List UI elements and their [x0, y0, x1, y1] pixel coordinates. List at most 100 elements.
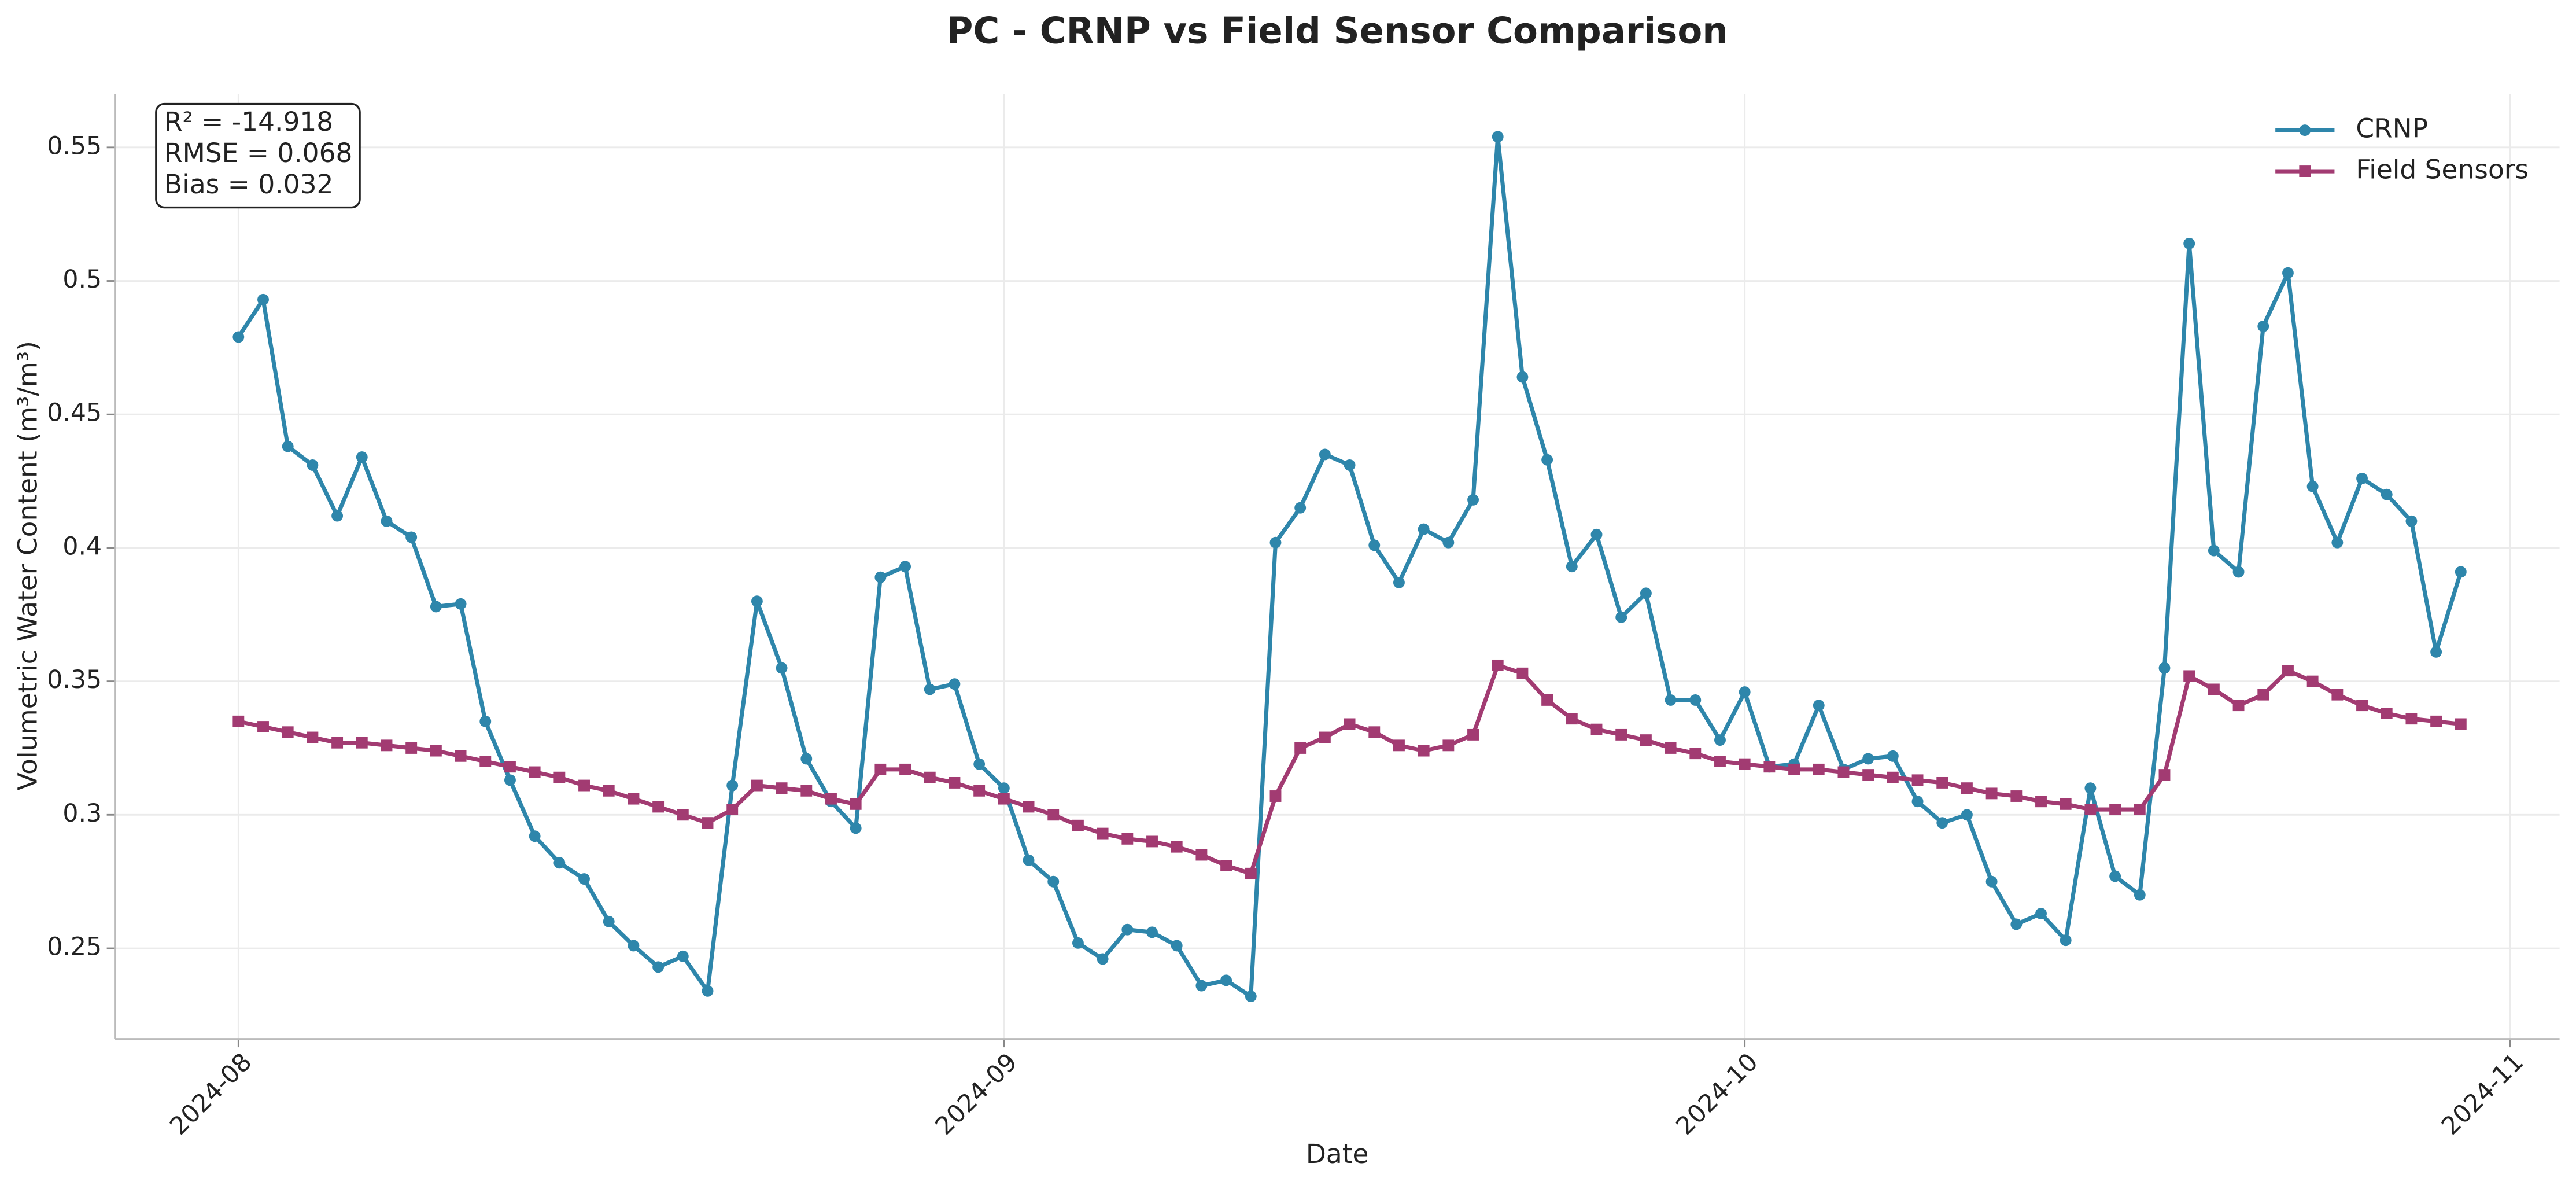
point	[1467, 728, 1479, 741]
point	[949, 776, 961, 789]
point	[2134, 804, 2146, 816]
point	[381, 515, 393, 527]
point	[850, 822, 862, 834]
point	[1492, 131, 1504, 143]
point	[1862, 769, 1874, 781]
point	[553, 771, 566, 783]
point	[751, 779, 763, 792]
point	[924, 771, 936, 783]
point	[1837, 766, 1850, 778]
legend-label: Field Sensors	[2356, 154, 2529, 185]
point	[1344, 718, 1356, 730]
y-tick-label: 0.35	[47, 665, 102, 694]
point	[1911, 796, 1924, 808]
point	[2232, 700, 2245, 712]
point	[356, 451, 368, 463]
x-tick-label: 2024-08	[164, 1048, 257, 1141]
point	[800, 753, 813, 765]
point	[1097, 953, 1109, 965]
point	[1442, 739, 1455, 752]
point	[874, 763, 887, 775]
point	[751, 595, 763, 608]
point	[1887, 771, 1899, 783]
point	[1393, 576, 1405, 588]
point	[232, 715, 245, 727]
point	[899, 561, 911, 573]
point	[1689, 748, 1702, 760]
point	[1269, 536, 1282, 549]
point	[1689, 694, 1702, 706]
point	[1714, 734, 1726, 746]
point	[232, 331, 245, 343]
point	[1245, 991, 1257, 1002]
y-tick-label: 0.25	[47, 932, 102, 961]
x-tick-label: 2024-10	[1670, 1048, 1763, 1141]
point	[603, 785, 615, 797]
point	[2158, 769, 2171, 781]
point	[800, 785, 813, 797]
point	[2109, 870, 2121, 882]
point	[1566, 561, 1578, 573]
point	[1961, 809, 1973, 821]
point	[652, 801, 665, 813]
legend-label: CRNP	[2356, 113, 2428, 144]
point	[2084, 804, 2097, 816]
point	[455, 598, 467, 610]
point	[2381, 708, 2393, 719]
point	[553, 857, 566, 869]
point	[973, 758, 986, 770]
point	[2306, 675, 2319, 687]
point	[924, 683, 936, 695]
point	[257, 721, 269, 732]
point	[2035, 796, 2047, 808]
point	[1220, 974, 1232, 986]
point	[1640, 587, 1652, 599]
point	[2035, 908, 2047, 919]
point	[652, 961, 665, 973]
point	[1936, 817, 1948, 829]
point	[677, 809, 689, 821]
point	[1344, 459, 1356, 471]
point	[1171, 841, 1183, 853]
point	[2356, 473, 2368, 484]
point	[776, 662, 788, 674]
legend-marker	[2299, 124, 2311, 136]
point	[504, 761, 516, 773]
point	[2430, 715, 2442, 727]
point	[874, 571, 887, 583]
point	[2158, 662, 2171, 674]
point	[1220, 860, 1232, 871]
point	[1195, 849, 1208, 861]
point	[776, 782, 788, 794]
point	[850, 798, 862, 810]
point	[430, 601, 442, 613]
annotation-box	[155, 102, 361, 209]
point	[628, 940, 640, 952]
point	[1985, 787, 1998, 800]
point	[1516, 371, 1529, 383]
point	[381, 739, 393, 752]
point	[405, 531, 418, 543]
x-tick-label: 2024-11	[2436, 1048, 2529, 1141]
point	[529, 766, 541, 778]
point	[1097, 827, 1109, 840]
x-tick-label: 2024-09	[930, 1048, 1023, 1141]
point	[1047, 875, 1060, 888]
series-line	[237, 134, 2463, 999]
point	[2306, 480, 2319, 492]
point	[307, 731, 319, 743]
point	[2282, 665, 2294, 677]
annotation-text: Bias = 0.032	[164, 169, 333, 200]
point	[2232, 566, 2245, 578]
point	[2405, 713, 2418, 725]
point	[1887, 750, 1899, 762]
point	[1146, 835, 1158, 848]
point	[2134, 889, 2146, 901]
point	[356, 737, 368, 749]
point	[1788, 763, 1800, 775]
point	[1590, 723, 1603, 735]
point	[1911, 774, 1924, 786]
point	[1615, 611, 1627, 623]
point	[1467, 494, 1479, 506]
